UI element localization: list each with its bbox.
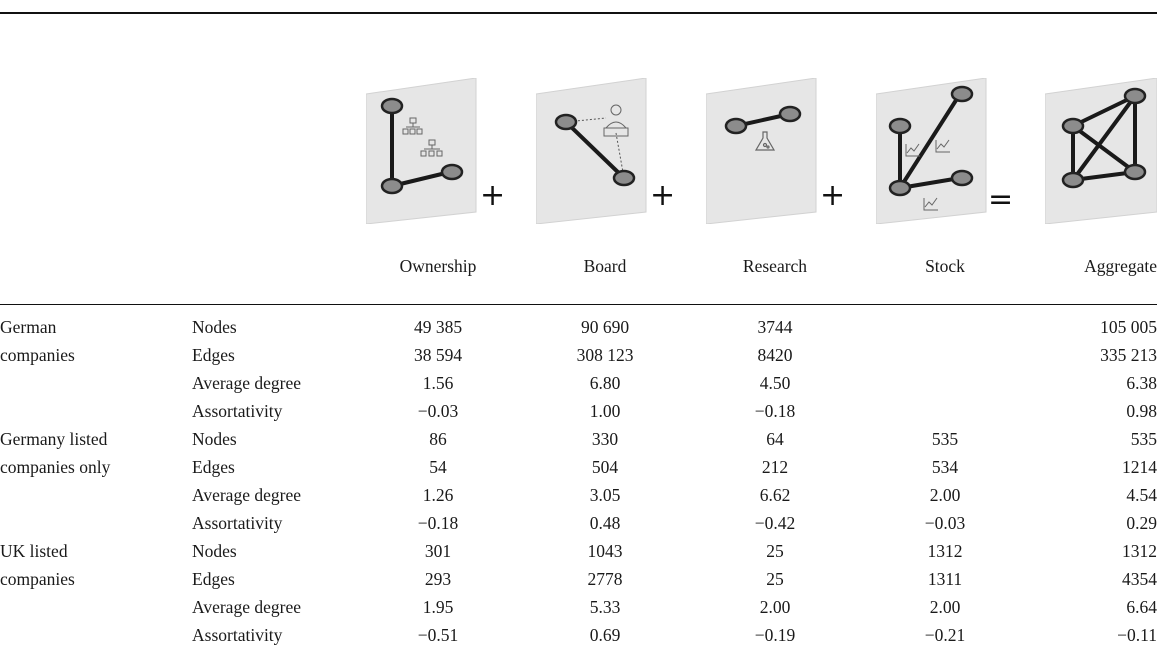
plus-operator: +	[480, 178, 506, 213]
metric-label: Average degree	[192, 597, 301, 617]
table-cell-aggregate: 105 005	[1100, 317, 1157, 337]
table-cell-stock: 534	[931, 457, 959, 477]
table-cell-stock: 2.00	[929, 597, 961, 617]
table-cell-research: 212	[761, 457, 789, 477]
table-cell-ownership: −0.03	[417, 401, 459, 421]
table-cell-research: 3744	[757, 317, 793, 337]
metric-label: Assortativity	[192, 401, 283, 421]
table-cell-stock: 1312	[927, 541, 963, 561]
table-cell-aggregate: 4.54	[1126, 485, 1157, 505]
table-cell-ownership: 86	[429, 429, 447, 449]
column-header-research: Research	[742, 256, 808, 276]
table-cell-research: 8420	[757, 345, 793, 365]
table-cell-stock: 1311	[927, 569, 963, 589]
table-cell-aggregate: 1312	[1122, 541, 1157, 561]
table-cell-ownership: 54	[429, 457, 447, 477]
table-cell-research: −0.19	[754, 625, 796, 645]
group-label: Germany listed companies only	[0, 429, 111, 477]
table-cell-research: 6.62	[759, 485, 791, 505]
table-cell-research: −0.18	[754, 401, 796, 421]
table-cell-aggregate: 535	[1130, 429, 1157, 449]
table-cell-stock: 535	[931, 429, 959, 449]
table-cell-research: 25	[766, 541, 784, 561]
table-cell-board: 308 123	[576, 345, 634, 365]
table-cell-aggregate: 1214	[1122, 457, 1157, 477]
table-cell-research: 4.50	[759, 373, 791, 393]
table-cell-research: 64	[766, 429, 784, 449]
table-cell-ownership: 293	[424, 569, 452, 589]
board-network-icon	[536, 78, 647, 224]
table-cell-ownership: −0.51	[417, 625, 459, 645]
stock-network-icon	[876, 78, 987, 224]
metric-label: Average degree	[192, 373, 301, 393]
table-cell-ownership: 38 594	[413, 345, 463, 365]
group-label: German companies	[0, 317, 75, 365]
table-cell-aggregate: 4354	[1122, 569, 1157, 589]
table-cell-board: 504	[591, 457, 619, 477]
table-cell-ownership: 49 385	[413, 317, 463, 337]
equals-operator: =	[988, 182, 1014, 217]
table-cell-aggregate: 0.29	[1126, 513, 1157, 533]
table-cell-aggregate: 335 213	[1100, 345, 1157, 365]
ownership-network-icon	[366, 78, 477, 224]
column-header-stock: Stock	[925, 256, 965, 276]
column-header-ownership: Ownership	[399, 256, 477, 276]
metric-label: Assortativity	[192, 625, 283, 645]
metric-label: Nodes	[192, 541, 237, 561]
table-cell-stock: −0.03	[924, 513, 966, 533]
plus-operator: +	[820, 178, 846, 213]
metric-label: Nodes	[192, 317, 237, 337]
table-cell-aggregate: 0.98	[1126, 401, 1157, 421]
table-cell-ownership: 1.95	[422, 597, 454, 617]
table-cell-board: 2778	[587, 569, 623, 589]
group-label: UK listed companies	[0, 541, 75, 589]
metric-label: Average degree	[192, 485, 301, 505]
metric-label: Edges	[192, 457, 235, 477]
table-cell-ownership: 1.26	[422, 485, 454, 505]
table-cell-aggregate: 6.64	[1126, 597, 1157, 617]
table-cell-board: 330	[591, 429, 619, 449]
table-cell-research: 2.00	[759, 597, 791, 617]
table-cell-research: −0.42	[754, 513, 796, 533]
table-cell-board: 0.69	[589, 625, 621, 645]
table-cell-board: 3.05	[589, 485, 621, 505]
column-header-board: Board	[583, 256, 627, 276]
table-cell-stock: −0.21	[924, 625, 966, 645]
table-top-rule	[0, 12, 1157, 14]
research-network-icon	[706, 78, 817, 224]
metric-label: Edges	[192, 569, 235, 589]
table-cell-board: 1.00	[589, 401, 621, 421]
table-cell-stock: 2.00	[929, 485, 961, 505]
table-cell-ownership: 1.56	[422, 373, 454, 393]
table-cell-board: 5.33	[589, 597, 621, 617]
table-cell-aggregate: −0.11	[1117, 625, 1157, 645]
table-cell-board: 1043	[587, 541, 623, 561]
table-cell-ownership: −0.18	[417, 513, 459, 533]
plus-operator: +	[650, 178, 676, 213]
table-cell-aggregate: 6.38	[1126, 373, 1157, 393]
metric-label: Assortativity	[192, 513, 283, 533]
table-cell-board: 90 690	[580, 317, 630, 337]
table-cell-research: 25	[766, 569, 784, 589]
aggregate-network-icon	[1045, 78, 1157, 224]
table-cell-board: 6.80	[589, 373, 621, 393]
metric-label: Edges	[192, 345, 235, 365]
table-cell-board: 0.48	[589, 513, 621, 533]
metric-label: Nodes	[192, 429, 237, 449]
column-header-aggregate: Aggregate	[1084, 256, 1157, 276]
header-rule	[0, 304, 1157, 305]
table-cell-ownership: 301	[424, 541, 452, 561]
